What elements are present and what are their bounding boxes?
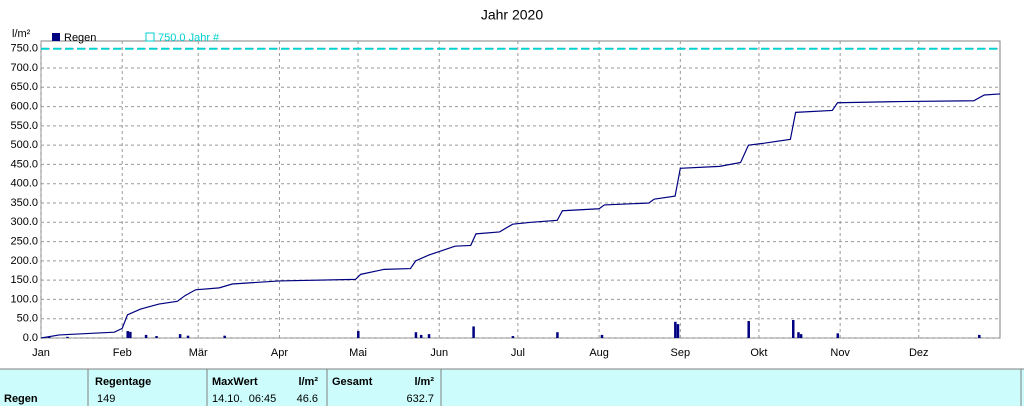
table-cell: 149 [97, 393, 115, 405]
bar [472, 326, 475, 338]
bar [674, 321, 677, 338]
table-header: MaxWert [212, 376, 258, 388]
y-tick-label: 400.0 [10, 178, 38, 190]
bar [178, 334, 182, 338]
bar [511, 336, 515, 338]
table-cell: 632.7 [406, 393, 434, 405]
y-tick-label: 600.0 [10, 100, 38, 112]
x-tick-label: Jan [32, 347, 50, 359]
bar [556, 332, 559, 338]
bar [747, 321, 750, 338]
x-tick-label: Sep [671, 347, 691, 359]
y-tick-label: 350.0 [10, 197, 38, 209]
bar [47, 336, 51, 338]
cumulative-line [40, 93, 1001, 339]
bar [836, 333, 840, 338]
legend-label: 750.0 Jahr # [158, 32, 220, 44]
y-tick-label: 0.0 [23, 332, 38, 344]
y-axis-label: l/m² [12, 28, 31, 40]
bar [144, 334, 148, 338]
y-tick-label: 50.0 [17, 313, 38, 325]
bar [427, 334, 431, 338]
table-header: Regentage [95, 376, 151, 388]
x-tick-label: Nov [830, 347, 850, 359]
y-tick-label: 750.0 [10, 43, 38, 55]
x-tick-label: Feb [113, 347, 132, 359]
table-cell: 46.6 [297, 393, 318, 405]
x-tick-label: Mär [189, 347, 208, 359]
table-background [0, 369, 1024, 406]
y-tick-label: 650.0 [10, 81, 38, 93]
y-tick-label: 450.0 [10, 158, 38, 170]
y-tick-label: 550.0 [10, 120, 38, 132]
legend-swatch [52, 33, 60, 41]
legend-swatch [145, 32, 155, 42]
bar [978, 334, 981, 338]
chart-title: Jahr 2020 [481, 7, 543, 23]
bar [676, 324, 680, 338]
x-tick-label: Aug [589, 347, 609, 359]
x-tick-label: Jul [511, 347, 525, 359]
bar [797, 332, 800, 338]
table-header: l/m² [414, 376, 434, 388]
bar [414, 332, 418, 338]
y-tick-label: 150.0 [10, 274, 38, 286]
table-separators [0, 368, 1024, 406]
bar [155, 336, 158, 338]
y-tick-label: 500.0 [10, 139, 38, 151]
y-tick-label: 700.0 [10, 62, 38, 74]
bar [357, 331, 360, 338]
bar [129, 331, 132, 338]
bar [799, 334, 803, 338]
x-tick-label: Jun [430, 347, 448, 359]
bar [419, 334, 423, 338]
bar [186, 335, 190, 338]
y-tick-label: 200.0 [10, 255, 38, 267]
bar [223, 335, 226, 338]
legend-label: Regen [64, 32, 96, 44]
y-tick-label: 250.0 [10, 235, 38, 247]
table-header: Gesamt [332, 376, 373, 388]
y-tick-label: 100.0 [10, 293, 38, 305]
table-row-label: Regen [4, 393, 38, 405]
bar [66, 336, 69, 338]
x-tick-label: Okt [750, 347, 767, 359]
plot-area [40, 40, 1001, 339]
y-tick-label: 300.0 [10, 216, 38, 228]
x-tick-label: Dez [909, 347, 929, 359]
table-header: l/m² [298, 376, 318, 388]
bar [792, 320, 795, 338]
bar [600, 334, 604, 338]
x-tick-label: Apr [271, 347, 288, 359]
x-tick-label: Mai [349, 347, 367, 359]
bar [126, 331, 129, 338]
table-cell: 14.10. 06:45 [212, 393, 276, 405]
